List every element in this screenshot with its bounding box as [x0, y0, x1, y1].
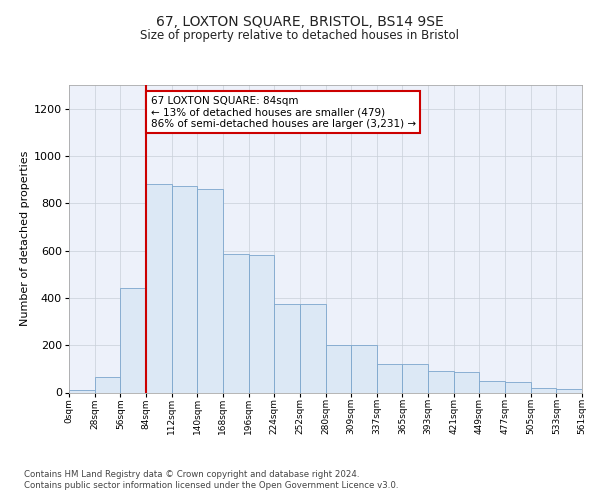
Text: 67 LOXTON SQUARE: 84sqm
← 13% of detached houses are smaller (479)
86% of semi-d: 67 LOXTON SQUARE: 84sqm ← 13% of detache… — [151, 96, 416, 129]
Bar — [454, 372, 479, 392]
Bar — [300, 304, 325, 392]
Bar — [351, 345, 377, 393]
Bar — [531, 388, 556, 392]
Bar — [223, 254, 248, 392]
Text: Size of property relative to detached houses in Bristol: Size of property relative to detached ho… — [140, 29, 460, 42]
Bar — [403, 364, 428, 392]
Bar — [556, 389, 582, 392]
Bar — [377, 364, 403, 392]
Bar — [479, 380, 505, 392]
Text: Contains HM Land Registry data © Crown copyright and database right 2024.: Contains HM Land Registry data © Crown c… — [24, 470, 359, 479]
Bar — [197, 189, 223, 392]
Bar — [428, 371, 454, 392]
Bar — [248, 256, 274, 392]
Text: 67, LOXTON SQUARE, BRISTOL, BS14 9SE: 67, LOXTON SQUARE, BRISTOL, BS14 9SE — [156, 15, 444, 29]
Y-axis label: Number of detached properties: Number of detached properties — [20, 151, 30, 326]
Text: Contains public sector information licensed under the Open Government Licence v3: Contains public sector information licen… — [24, 481, 398, 490]
Bar — [505, 382, 531, 392]
Bar — [325, 345, 351, 393]
Bar — [172, 186, 197, 392]
Bar — [274, 304, 300, 392]
Bar — [120, 288, 146, 393]
Bar — [146, 184, 172, 392]
Bar — [69, 390, 95, 392]
Bar — [95, 377, 121, 392]
